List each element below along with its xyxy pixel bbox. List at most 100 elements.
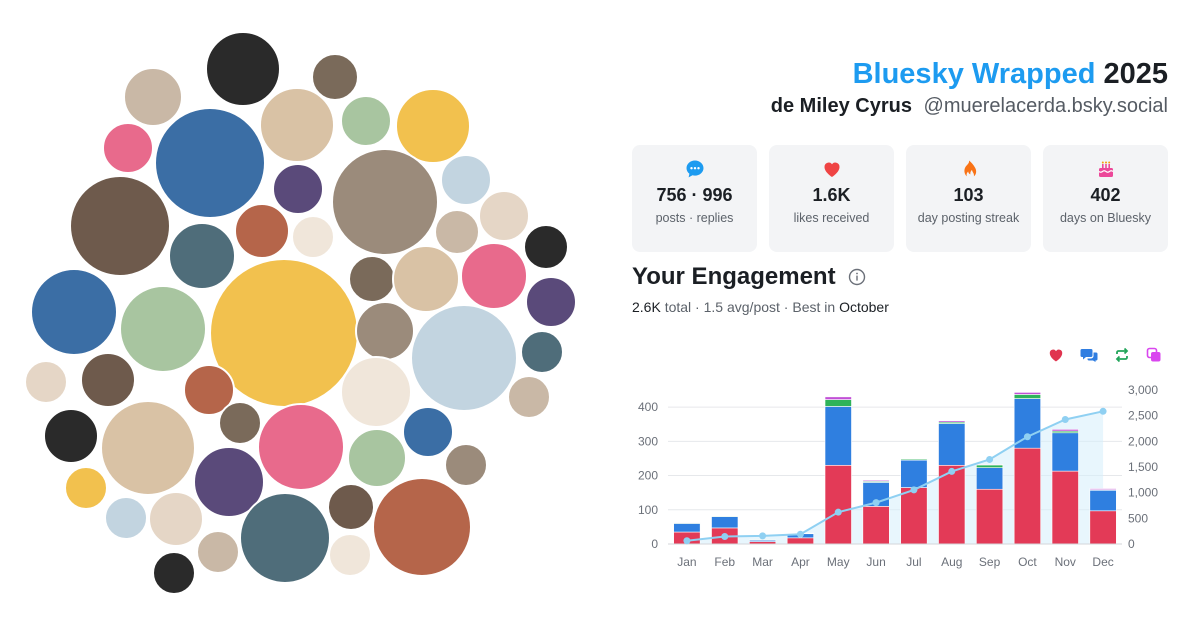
y-tick-label-right: 2,000 (1128, 434, 1158, 448)
heart-icon (769, 159, 894, 179)
avatar[interactable] (205, 31, 281, 107)
bar-likes (900, 487, 928, 545)
cumulative-point (986, 455, 994, 463)
author-handle[interactable]: @muerelacerda.bsky.social (923, 95, 1168, 117)
avatar[interactable] (168, 222, 236, 290)
stat-label: day posting streak (917, 211, 1020, 225)
avatar[interactable] (460, 242, 528, 310)
bar-quotes (976, 463, 1004, 466)
avatar[interactable] (444, 443, 488, 487)
y-tick-label-left: 300 (638, 434, 658, 448)
repost-icon[interactable] (1114, 347, 1130, 363)
author-line: de Miley Cyrus @muerelacerda.bsky.social (771, 95, 1168, 118)
avatar[interactable] (340, 95, 392, 147)
bar-replies (673, 523, 701, 533)
bar-quotes (824, 396, 852, 400)
bar-likes (786, 537, 814, 545)
info-icon[interactable] (848, 268, 866, 286)
avatar[interactable] (395, 88, 471, 164)
avatar[interactable] (24, 360, 68, 404)
cumulative-point (721, 533, 729, 541)
y-tick-label-right: 2,500 (1128, 409, 1158, 423)
bar-likes (976, 488, 1004, 545)
avatar[interactable] (520, 330, 564, 374)
stat-value: 103 (953, 185, 984, 205)
avatar[interactable] (347, 428, 407, 488)
bar-quotes (1051, 429, 1079, 432)
engagement-best-month: October (839, 299, 889, 315)
bar-replies (938, 423, 966, 466)
avatar[interactable] (257, 403, 345, 491)
avatar[interactable] (348, 255, 396, 303)
avatar[interactable] (119, 285, 207, 373)
cumulative-point (910, 486, 918, 494)
avatar[interactable] (355, 301, 415, 361)
avatar[interactable] (196, 530, 240, 574)
bar-replies (1013, 398, 1041, 449)
avatar[interactable] (523, 224, 569, 270)
avatar[interactable] (104, 496, 148, 540)
stat-label: likes received (793, 211, 870, 225)
y-tick-label-left: 100 (638, 503, 658, 517)
bar-replies (824, 406, 852, 466)
author-name: de Miley Cyrus (770, 95, 912, 117)
avatar[interactable] (291, 215, 335, 259)
x-tick-label: Jan (677, 555, 696, 569)
stats-row: 756 · 996 posts · replies 1.6K likes rec… (632, 145, 1168, 252)
replies-icon[interactable] (1080, 347, 1098, 363)
avatar[interactable] (64, 466, 108, 510)
avatar[interactable] (331, 148, 439, 256)
avatar[interactable] (392, 245, 460, 313)
avatar[interactable] (193, 446, 265, 518)
cumulative-point (759, 532, 767, 540)
heart-icon[interactable] (1048, 347, 1064, 363)
avatar[interactable] (218, 401, 262, 445)
avatar[interactable] (478, 190, 530, 242)
cake-icon (1043, 159, 1168, 179)
cumulative-point (683, 537, 691, 545)
avatar[interactable] (123, 67, 183, 127)
avatar-cluster (24, 31, 577, 595)
avatar[interactable] (80, 352, 136, 408)
stat-card-posts: 756 · 996 posts · replies (632, 145, 757, 252)
avatar[interactable] (69, 175, 171, 277)
avatar[interactable] (402, 406, 454, 458)
bar-quotes (1013, 392, 1041, 395)
avatar[interactable] (440, 154, 492, 206)
avatar[interactable] (311, 53, 359, 101)
avatar[interactable] (507, 375, 551, 419)
avatar[interactable] (234, 203, 290, 259)
avatar[interactable] (259, 87, 335, 163)
avatar[interactable] (183, 364, 235, 416)
avatar[interactable] (372, 477, 472, 577)
stat-label: days on Bluesky (1059, 211, 1152, 225)
cumulative-point (1023, 433, 1031, 441)
avatar[interactable] (154, 107, 266, 219)
bar-likes (824, 464, 852, 545)
avatar[interactable] (239, 492, 331, 584)
cumulative-point (1061, 416, 1069, 424)
bar-likes (1089, 510, 1117, 545)
avatar[interactable] (30, 268, 118, 356)
x-tick-label: Aug (941, 555, 962, 569)
avatar[interactable] (410, 304, 518, 412)
quote-icon[interactable] (1146, 347, 1162, 363)
chat-bubble-icon (632, 159, 757, 179)
engagement-total: 2.6K (632, 299, 661, 315)
avatar[interactable] (327, 483, 375, 531)
avatar[interactable] (43, 408, 99, 464)
avatar[interactable] (272, 163, 324, 215)
avatar[interactable] (102, 122, 154, 174)
avatar[interactable] (148, 491, 204, 547)
chart-legend (1048, 347, 1162, 363)
avatar[interactable] (525, 276, 577, 328)
avatar[interactable] (152, 551, 196, 595)
bar-reposts (1013, 394, 1041, 399)
engagement-title: Your Engagement (632, 263, 866, 291)
engagement-total-word: total (664, 299, 692, 315)
y-tick-label-right: 0 (1128, 537, 1135, 551)
avatar[interactable] (340, 356, 412, 428)
avatar[interactable] (100, 400, 196, 496)
avatar[interactable] (434, 209, 480, 255)
avatar[interactable] (328, 533, 372, 577)
